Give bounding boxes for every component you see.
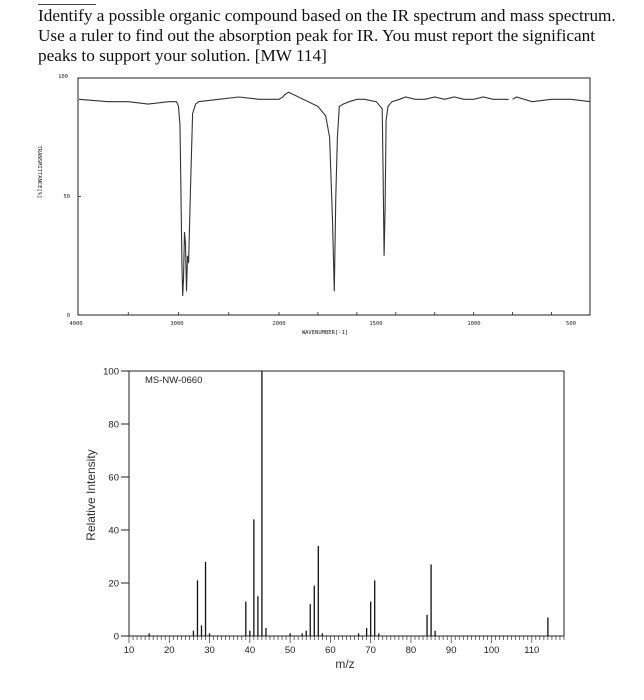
mass-spectrum: MS-NW-0660 Relative Intensity m/z 0 20 40 6… bbox=[84, 367, 565, 671]
ir-trace-segment-1 bbox=[78, 91, 509, 297]
ms-x-tick-label: 20 bbox=[164, 645, 175, 656]
ir-xtick-2000: 2000 bbox=[272, 321, 285, 327]
ir-xlabel: WAVENUMBER[-1] bbox=[302, 330, 348, 336]
ir-xtick-3000: 3000 bbox=[170, 321, 183, 327]
ms-x-tick-label: 40 bbox=[245, 645, 256, 656]
ms-y-tick-label: 100 bbox=[103, 367, 119, 378]
ms-title: MS-NW-0660 bbox=[145, 375, 202, 386]
ir-xtick-500: 500 bbox=[566, 321, 576, 327]
ir-ylabel: TRANSMITTANCE[%] bbox=[36, 146, 42, 199]
ir-tick-marks bbox=[78, 77, 552, 316]
ir-spectrum: TRANSMITTANCE[%] 100 50 0 4000 3000 2000… bbox=[36, 74, 591, 336]
ms-x-ticks: 10 20 30 40 50 60 70 80 90 100 110 bbox=[124, 636, 565, 656]
ms-x-tick-label: 10 bbox=[124, 645, 135, 656]
ir-xtick-4000: 4000 bbox=[69, 321, 82, 327]
ms-x-tick-label: 30 bbox=[204, 645, 215, 656]
ms-y-tick-label: 80 bbox=[108, 420, 119, 431]
question-text: Identify a possible organic compound bas… bbox=[38, 6, 616, 65]
title-underline bbox=[38, 4, 96, 5]
ir-ytick-0: 0 bbox=[67, 313, 70, 319]
ms-y-tick-label: 60 bbox=[108, 473, 119, 484]
ms-x-tick-label: 100 bbox=[484, 645, 500, 656]
ms-ylabel: Relative Intensity bbox=[84, 449, 98, 540]
ms-bars bbox=[148, 371, 549, 636]
ms-x-tick-label: 80 bbox=[406, 645, 417, 656]
ms-xlabel: m/z bbox=[335, 657, 354, 671]
ms-x-tick-label: 70 bbox=[365, 645, 376, 656]
ms-y-ticks: 0 20 40 60 80 100 bbox=[103, 367, 129, 643]
ms-x-tick-label: 110 bbox=[524, 645, 539, 656]
ms-x-tick-label: 90 bbox=[446, 645, 457, 656]
ms-y-tick-label: 20 bbox=[108, 579, 119, 590]
ir-xtick-1000: 1000 bbox=[467, 321, 480, 327]
ms-x-tick-label: 50 bbox=[285, 645, 296, 656]
ir-ytick-50: 50 bbox=[63, 194, 70, 200]
ir-ytick-100: 100 bbox=[58, 74, 68, 80]
ir-traces bbox=[78, 91, 591, 297]
ir-trace-segment-2 bbox=[512, 96, 591, 103]
ms-frame bbox=[128, 370, 565, 637]
ms-y-tick-label: 40 bbox=[108, 526, 119, 537]
ms-x-tick-label: 60 bbox=[325, 645, 336, 656]
ir-xtick-1500: 1500 bbox=[369, 321, 382, 327]
ms-y-tick-label: 0 bbox=[114, 632, 119, 643]
